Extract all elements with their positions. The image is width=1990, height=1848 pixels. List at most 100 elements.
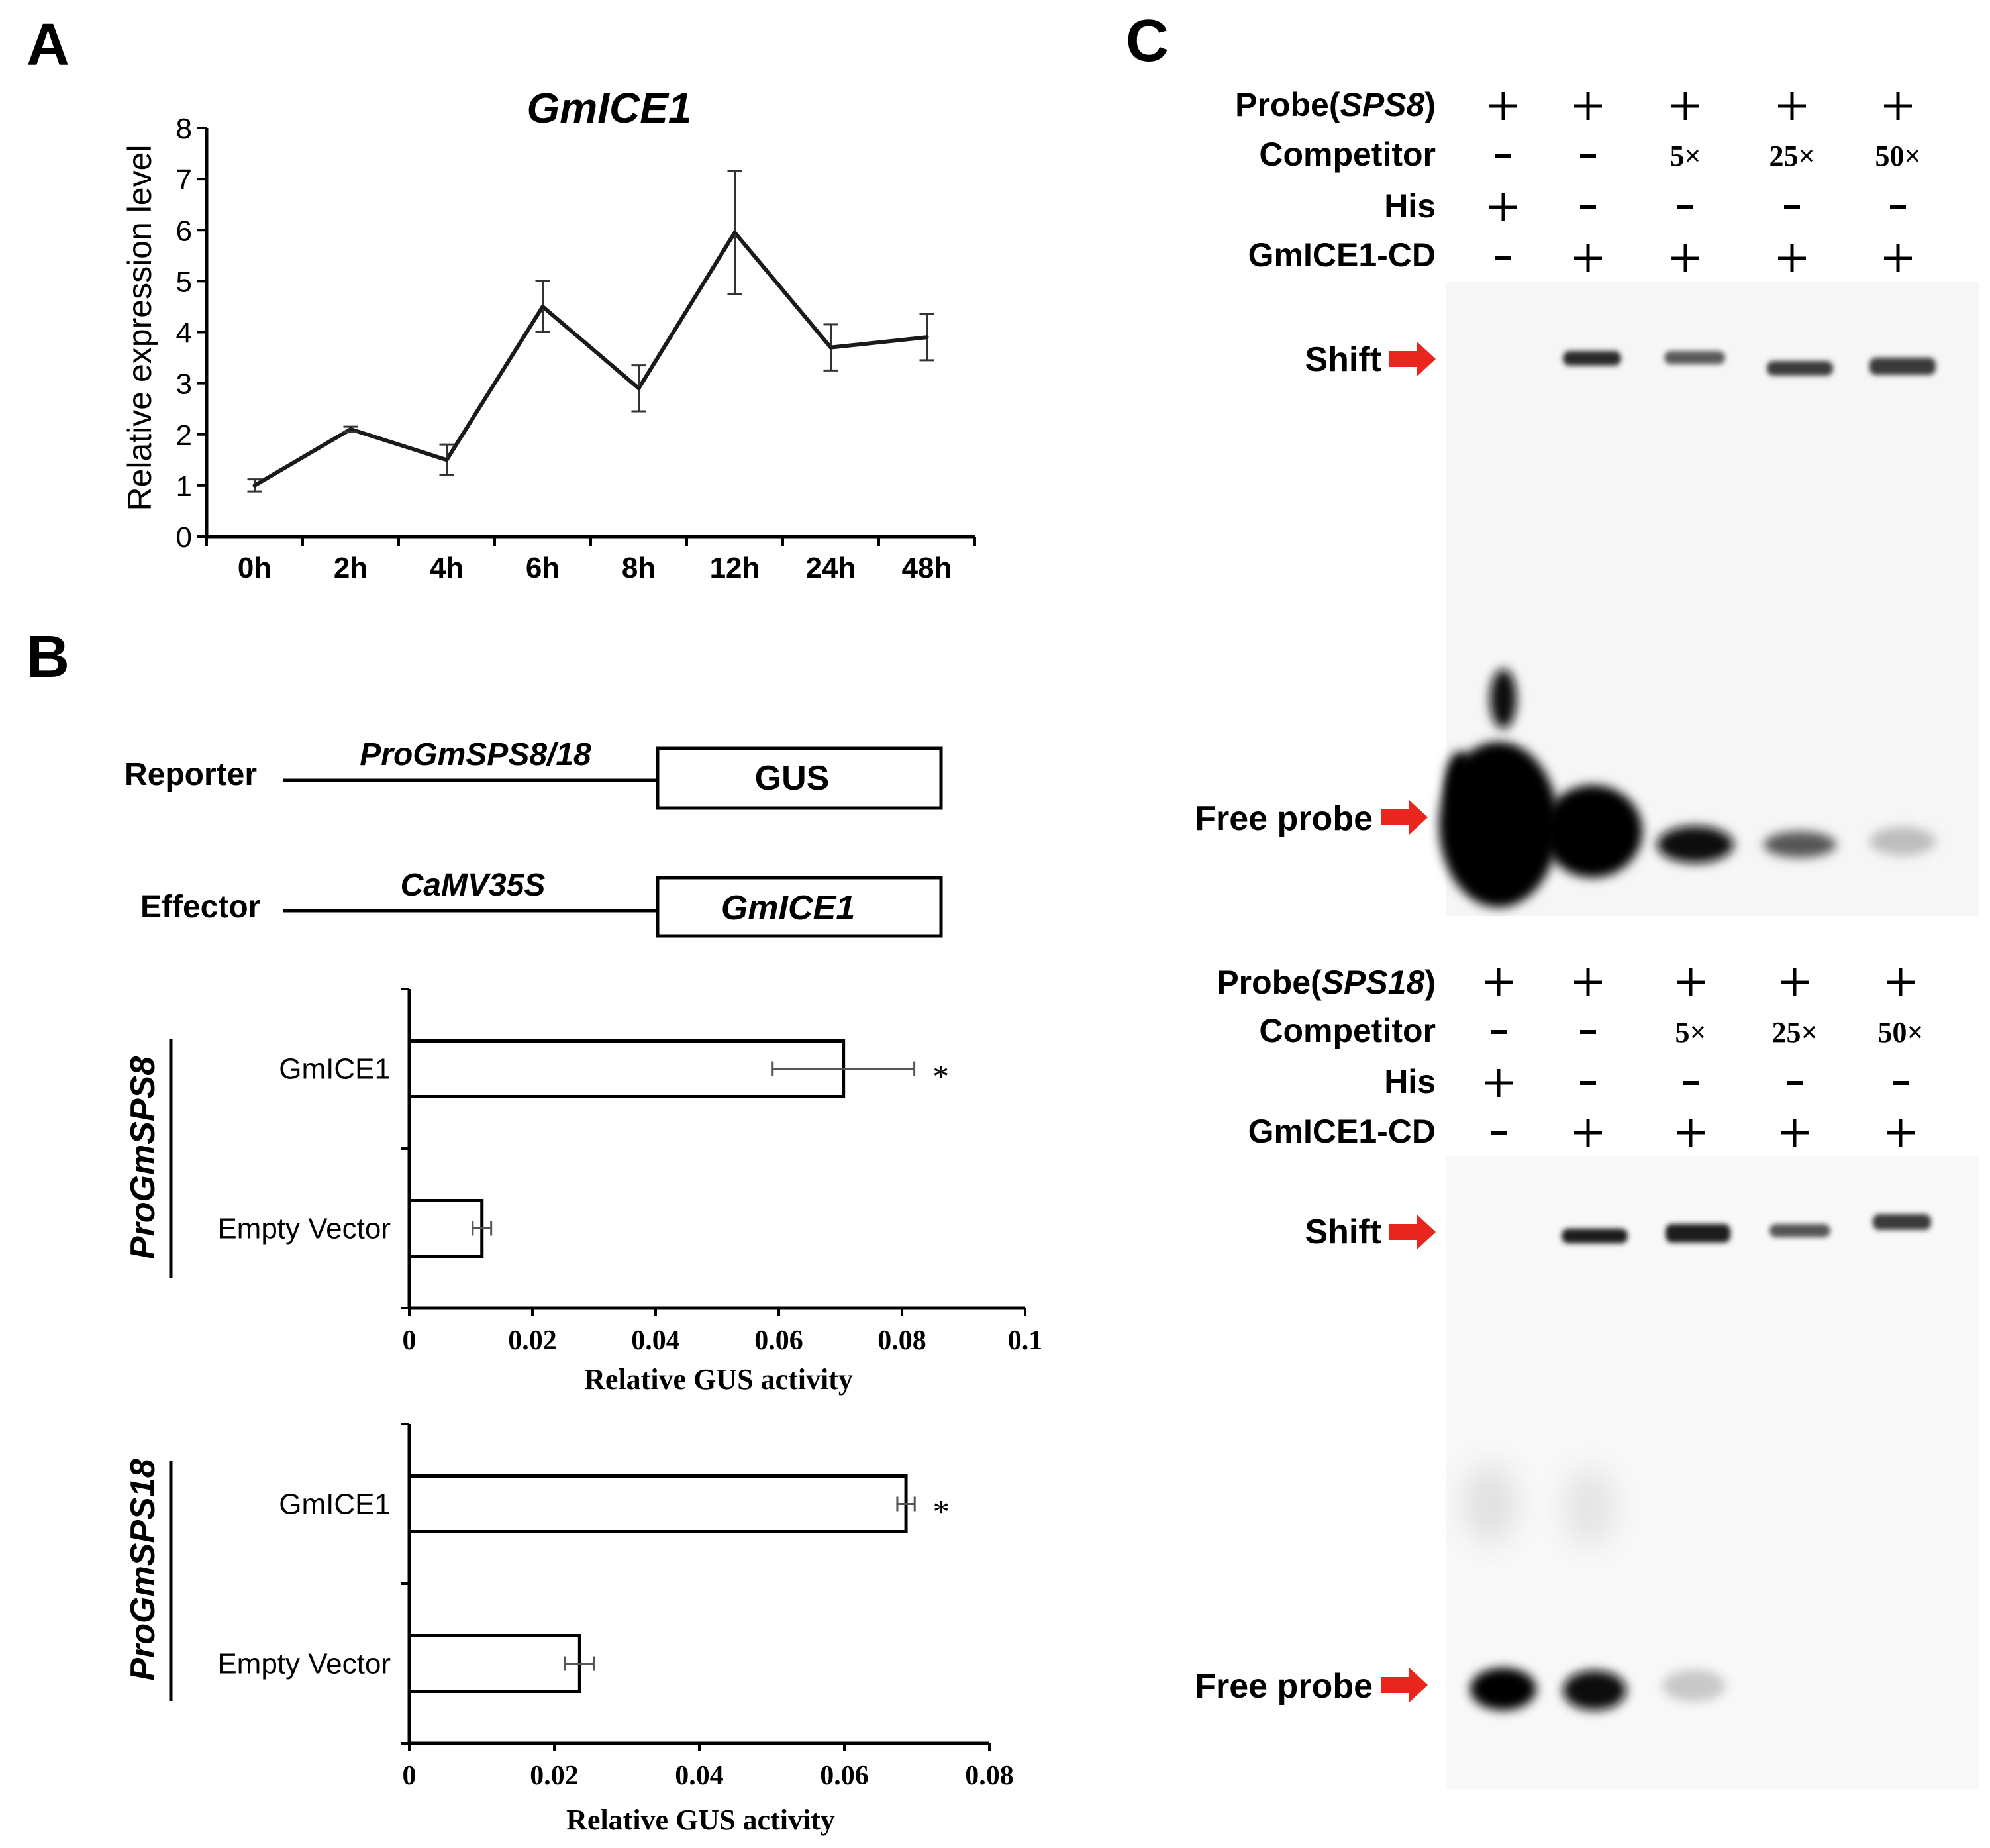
- gel1-plus-icon: [1574, 244, 1602, 272]
- panel-label-a: A: [26, 12, 70, 78]
- gel1-competitor-ratio: 5×: [1669, 140, 1701, 172]
- gel1-row-gmice1cd-label: GmICE1-CD: [1248, 236, 1436, 274]
- panel-label-c: C: [1126, 8, 1169, 74]
- gel2-free-probe-label: Free probe: [1195, 1667, 1373, 1706]
- chart-a-x-tick-label: 4h: [430, 552, 464, 584]
- gel2-plus-icon: [1887, 968, 1915, 996]
- chart-b2-category-label: Empty Vector: [217, 1648, 391, 1680]
- chart-a-y-tick-label: 1: [176, 470, 192, 503]
- chart-a-y-tick-label: 5: [176, 266, 192, 298]
- reporter-label: Reporter: [124, 757, 257, 792]
- gel2-row-competitor-label: Competitor: [1259, 1012, 1436, 1049]
- gel2-plus-icon: [1485, 1069, 1513, 1097]
- gel1-competitor-ratio: 50×: [1875, 140, 1920, 172]
- gel2-free-probe-arrow-icon: [1381, 1668, 1428, 1702]
- gel2-competitor-ratio: 50×: [1877, 1016, 1923, 1049]
- gel1-free-probe-band: [1490, 669, 1517, 729]
- gel2-background-smear: [1563, 1467, 1616, 1547]
- gel2-free-probe-band: [1563, 1670, 1626, 1710]
- gel2-competitor-ratio: 25×: [1771, 1016, 1817, 1049]
- chart-b2-bar: [407, 1474, 908, 1533]
- gel1-shift-label: Shift: [1305, 340, 1381, 379]
- chart-a-point: [252, 483, 257, 488]
- gel1-plus-icon: [1884, 92, 1912, 120]
- gel2-plus-icon: [1781, 968, 1809, 996]
- gel2-shift-band: [1666, 1224, 1730, 1243]
- chart-a-y-tick-label: 3: [176, 368, 192, 401]
- panel-a-line-chart: GmICE1 Relative expression level 0 1 2 3 4 5 6…: [121, 84, 976, 584]
- chart-a-x-tick-label: 6h: [526, 552, 560, 584]
- chart-b2-plot: 0 0.02 0.04 0.06 0.08 GmICE1 * Empty Vector: [217, 1423, 1014, 1791]
- chart-a-point: [732, 231, 737, 235]
- gel1-shift-band: [1767, 361, 1833, 376]
- panel-b-bar-chart-sps18: ProGmSPS18 Relative GUS activity 0 0.02 0.…: [124, 1423, 1014, 1836]
- chart-a-y-tick-label: 6: [176, 215, 192, 247]
- chart-b1-category-label: GmICE1: [279, 1053, 391, 1086]
- gel1-row-probe-label: Probe(SPS8): [1235, 86, 1436, 123]
- panel-c-emsa-sps18: Probe(SPS18) Competitor His GmICE1-CD 5×…: [1195, 964, 1979, 1790]
- chart-a-y-tick-label: 7: [176, 164, 192, 196]
- gel2-plus-icon: [1781, 1119, 1809, 1147]
- chart-a-x-tick-label: 24h: [806, 552, 856, 584]
- panel-b-constructs: Reporter ProGmSPS8/18 GUS Effector CaMV3…: [124, 737, 943, 938]
- reporter-gene-box: [656, 746, 943, 810]
- chart-b2-x-tick-label: 0.04: [675, 1761, 724, 1791]
- effector-label: Effector: [140, 890, 260, 925]
- gel2-lane-signs: 5× 25× 50×: [1485, 968, 1924, 1147]
- gel2-shift-band: [1873, 1214, 1931, 1230]
- chart-a-point: [828, 345, 833, 350]
- gel1-shift-band: [1869, 358, 1936, 375]
- gel2-plus-icon: [1887, 1119, 1915, 1147]
- gel2-plus-icon: [1677, 968, 1705, 996]
- chart-b2-xlabel: Relative GUS activity: [566, 1804, 835, 1836]
- chart-a-y-tick-label: 4: [176, 317, 192, 350]
- chart-a-title: GmICE1: [527, 84, 692, 132]
- gel2-shift-arrow-icon: [1389, 1215, 1436, 1249]
- gel1-plus-icon: [1574, 92, 1602, 120]
- chart-b2-x-tick-label: 0: [403, 1761, 417, 1791]
- gel2-shift-band: [1769, 1224, 1830, 1237]
- chart-a-point: [540, 304, 545, 309]
- chart-a-x-tick-label: 8h: [622, 552, 656, 584]
- gel2-plus-icon: [1485, 968, 1513, 996]
- gel1-plus-icon: [1671, 92, 1699, 120]
- chart-b1-category-label: Empty Vector: [217, 1213, 391, 1245]
- gel2-row-probe-label: Probe(SPS18): [1217, 964, 1436, 1001]
- group-label-sps18: ProGmSPS18: [124, 1459, 162, 1680]
- chart-a-x-tick-label: 2h: [334, 552, 368, 584]
- panel-b-bar-chart-sps8: ProGmSPS8 Relative GUS activity 0 0.02 0.0…: [124, 988, 1042, 1396]
- gel1-free-probe-label: Free probe: [1195, 799, 1373, 838]
- effector-gene-box: [656, 876, 943, 938]
- gel2-competitor-ratio: 5×: [1675, 1016, 1706, 1049]
- gel2-row-gmice1cd-label: GmICE1-CD: [1248, 1113, 1436, 1150]
- gel1-plus-icon: [1671, 244, 1699, 272]
- gel1-plus-icon: [1778, 92, 1806, 120]
- gel1-plus-icon: [1489, 92, 1517, 120]
- chart-b1-x-tick-label: 0.06: [754, 1325, 803, 1356]
- gel1-shift-arrow-icon: [1389, 342, 1436, 376]
- chart-a-y-tick-label: 2: [176, 419, 192, 452]
- gel1-competitor-ratio: 25×: [1769, 140, 1815, 172]
- gel2-plus-icon: [1677, 1119, 1705, 1147]
- gel2-free-probe-band: [1662, 1670, 1726, 1702]
- panel-c-emsa-sps8: Probe(SPS8) Competitor His GmICE1-CD 5× 2…: [1195, 86, 1979, 916]
- gel2-plus-icon: [1574, 1119, 1602, 1147]
- chart-b2-x-tick-label: 0.06: [820, 1761, 869, 1791]
- chart-a-x-tick-label: 0h: [238, 552, 272, 584]
- gel1-row-his-label: His: [1384, 187, 1436, 225]
- chart-a-y-tick-label: 8: [176, 113, 192, 145]
- chart-b1-x-tick-label: 0: [403, 1325, 417, 1356]
- gel2-background-smear: [1464, 1464, 1517, 1543]
- chart-b2-x-tick-label: 0.02: [530, 1761, 579, 1791]
- chart-b2-x-tick-label: 0.08: [965, 1761, 1014, 1791]
- group-label-sps8: ProGmSPS8: [124, 1056, 162, 1259]
- reporter-gene: GUS: [755, 759, 830, 797]
- chart-b2-bar: [407, 1634, 581, 1693]
- gel1-free-probe-band: [1657, 826, 1734, 863]
- chart-b1-xlabel: Relative GUS activity: [584, 1363, 853, 1396]
- chart-b2-significance-marker: *: [933, 1493, 950, 1530]
- gel2-shift-label: Shift: [1305, 1213, 1381, 1251]
- gel2-shift-band: [1562, 1229, 1628, 1243]
- chart-a-point: [924, 335, 929, 340]
